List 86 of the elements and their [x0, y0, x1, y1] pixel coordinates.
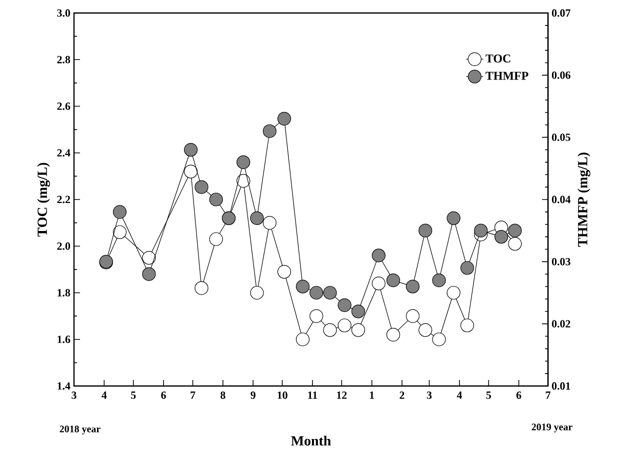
point — [460, 318, 474, 332]
x-tick-label: 2 — [400, 392, 404, 399]
legend-label: TOC — [486, 54, 510, 63]
point — [262, 216, 276, 230]
point — [338, 298, 352, 312]
point — [386, 328, 400, 342]
point — [508, 224, 522, 238]
point — [508, 236, 522, 251]
point — [432, 274, 446, 288]
x-tick-label: 12 — [337, 392, 347, 399]
point — [418, 323, 432, 337]
x-tick-label: 3 — [426, 392, 432, 399]
point — [262, 124, 276, 138]
point — [372, 248, 386, 262]
x-tick-label: 8 — [220, 392, 226, 399]
y-tick-label: 3.0 — [57, 9, 70, 17]
point — [296, 332, 310, 346]
point — [209, 192, 223, 206]
x-tick-label: 5 — [486, 392, 491, 399]
y-tick-label: 2.6 — [57, 102, 70, 110]
point — [446, 286, 460, 300]
point — [236, 174, 250, 188]
point — [406, 280, 420, 294]
x-tick-label: 11 — [308, 392, 318, 399]
point — [338, 318, 352, 332]
point — [323, 286, 337, 300]
point — [250, 211, 264, 225]
y2-axis-title: THMFP (mg/L) — [578, 152, 590, 247]
y-tick-label: 1.6 — [58, 336, 70, 344]
point — [323, 323, 337, 337]
point — [296, 280, 310, 294]
x-tick-label: 4 — [456, 392, 462, 399]
point — [460, 261, 474, 275]
y-tick-label: 1.4 — [58, 382, 70, 390]
point — [142, 250, 156, 265]
point — [372, 276, 386, 290]
point — [184, 164, 198, 178]
x-tick-label: 1 — [370, 392, 374, 399]
y2-tick-label: 0.05 — [552, 134, 570, 142]
point — [351, 323, 366, 337]
point — [112, 225, 127, 239]
point — [310, 309, 324, 323]
point — [277, 112, 292, 126]
y2-tick-label: 0.01 — [552, 382, 570, 390]
legend-label: THMFP — [486, 72, 528, 80]
y-tick-label: 1.8 — [58, 289, 70, 296]
x-tick-label: 3 — [72, 392, 76, 399]
x-tick-label: 5 — [131, 392, 136, 399]
point — [236, 155, 250, 169]
x-axis-title: Month — [291, 436, 331, 446]
point — [209, 232, 223, 246]
x-tick-label: 6 — [161, 392, 166, 399]
y-axis-title: TOC (mg/L) — [37, 162, 50, 237]
y-tick-label: 2.8 — [57, 56, 70, 64]
point — [250, 286, 264, 300]
y2-tick-label: 0.03 — [552, 258, 570, 266]
point — [446, 211, 460, 225]
y2-tick-label: 0.06 — [552, 71, 570, 79]
point — [194, 180, 208, 194]
y-tick-label: 2.0 — [57, 242, 70, 250]
x-tick-label: 7 — [190, 392, 196, 399]
text: 2018 year — [60, 426, 100, 434]
point — [432, 332, 446, 346]
point — [351, 304, 366, 318]
y-tick-label: 2.4 — [57, 149, 70, 157]
point — [142, 267, 156, 281]
y2-tick-label: 0.04 — [552, 196, 570, 204]
x-tick-label: 9 — [250, 392, 256, 399]
point — [474, 224, 488, 238]
x-tick-label: 10 — [278, 392, 288, 399]
point — [184, 142, 198, 157]
point — [406, 309, 420, 323]
x-tick-label: 4 — [102, 392, 107, 399]
y2-tick-label: 0.07 — [552, 9, 570, 17]
point — [277, 264, 292, 279]
point — [494, 230, 508, 244]
point — [112, 205, 127, 219]
x-tick-label: 6 — [516, 392, 522, 399]
point — [418, 224, 432, 238]
text: 2019 year — [532, 424, 572, 432]
point — [310, 286, 324, 300]
y2-tick-label: 0.02 — [552, 320, 570, 328]
y-tick-label: 2.2 — [57, 196, 70, 204]
x-tick-label: 7 — [546, 392, 550, 399]
point — [194, 281, 208, 295]
point — [386, 274, 400, 288]
